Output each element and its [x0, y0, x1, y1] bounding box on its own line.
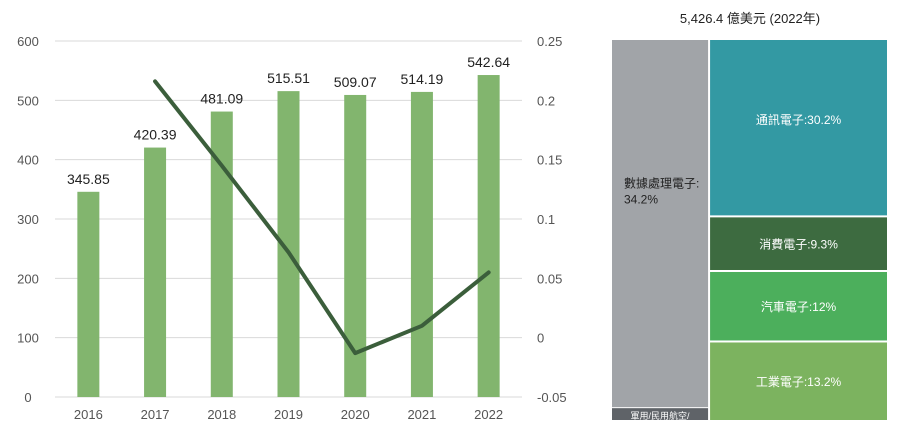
treemap-label: 數據處理電子:	[624, 176, 699, 190]
y-tick-label: 400	[17, 153, 39, 168]
y-tick-label: 500	[17, 93, 39, 108]
bar	[477, 75, 500, 397]
x-tick-label: 2016	[74, 407, 103, 422]
treemap-cell	[710, 40, 887, 216]
bar	[277, 91, 300, 397]
bar	[210, 111, 233, 397]
treemap-label: 工業電子:13.2%	[756, 375, 842, 389]
y2-tick-label: 0.2	[537, 93, 555, 108]
y2-tick-label: 0.1	[537, 212, 555, 227]
y2-tick-label: 0	[537, 331, 544, 346]
growth-line	[153, 79, 491, 356]
y-tick-label: 300	[17, 212, 39, 227]
y2-tick-label: 0.15	[537, 153, 562, 168]
y-tick-label: 0	[24, 390, 31, 405]
bar-value-label: 481.09	[200, 91, 243, 107]
x-tick-label: 2019	[274, 407, 303, 422]
y-tick-label: 600	[17, 34, 39, 49]
labels: 0 100 200 300 400 500 600 -0.05 0 0.05 0.1 0.15 0.2 0…	[17, 34, 566, 422]
x-tick-label: 2017	[141, 407, 170, 422]
treemap-label: 消費電子:9.3%	[759, 237, 838, 252]
treemap-cell-aerospace	[612, 408, 709, 420]
treemap-title: 5,426.4 億美元 (2022年)	[680, 11, 820, 26]
x-tick-label: 2021	[407, 407, 436, 422]
treemap-label: 軍用/民用航空/	[631, 410, 691, 421]
y-tick-label: 100	[17, 331, 39, 346]
bar-value-label: 509.07	[334, 74, 377, 90]
treemap-value-label: 34.2%	[624, 192, 658, 206]
treemap: 數據處理電子: 34.2% 軍用/民用航空/航空電子:1.1% 通訊電子:30.2% 消…	[612, 40, 887, 432]
treemap-cell	[710, 271, 887, 341]
x-tick-label: 2022	[474, 407, 503, 422]
y2-tick-label: 0.25	[537, 34, 562, 49]
bar-value-label: 515.51	[267, 70, 310, 86]
bar-value-label: 420.39	[134, 127, 177, 143]
treemap-cell	[710, 342, 887, 420]
y2-tick-label: 0.05	[537, 271, 562, 286]
bar-value-label: 514.19	[401, 71, 444, 87]
growth-line-series	[153, 79, 491, 356]
y-tick-label: 200	[17, 271, 39, 286]
y2-tick-label: -0.05	[537, 390, 567, 405]
bar	[77, 191, 100, 397]
bar	[344, 94, 367, 398]
treemap-label: 通訊電子:30.2%	[756, 112, 842, 127]
treemap-label: 汽車電子:12%	[761, 299, 837, 314]
bar-value-label: 345.85	[67, 171, 110, 187]
bar	[410, 91, 433, 397]
treemap-cell	[710, 217, 887, 270]
bar	[144, 147, 167, 397]
bar-value-label: 542.64	[467, 54, 510, 70]
x-tick-label: 2020	[341, 407, 370, 422]
bars	[77, 75, 500, 398]
treemap-label: 航空電子:1.1%	[631, 421, 690, 432]
treemap-cell-data-processing	[612, 40, 709, 408]
x-tick-label: 2018	[207, 407, 236, 422]
